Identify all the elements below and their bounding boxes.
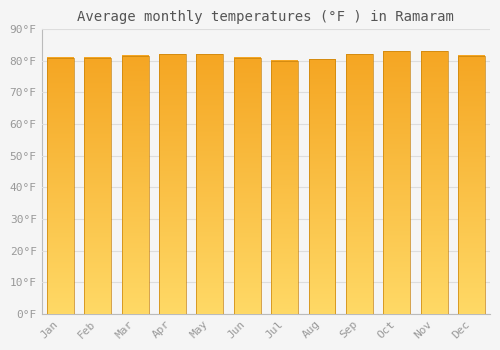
Bar	[122, 56, 148, 314]
Title: Average monthly temperatures (°F ) in Ramaram: Average monthly temperatures (°F ) in Ra…	[78, 10, 454, 24]
Bar	[84, 57, 111, 314]
Bar	[346, 54, 373, 314]
Bar	[384, 51, 410, 314]
Bar	[196, 54, 224, 314]
Bar	[420, 51, 448, 314]
Bar	[159, 54, 186, 314]
Bar	[47, 57, 74, 314]
Bar	[271, 61, 298, 314]
Bar	[308, 59, 336, 314]
Bar	[234, 57, 260, 314]
Bar	[458, 56, 485, 314]
